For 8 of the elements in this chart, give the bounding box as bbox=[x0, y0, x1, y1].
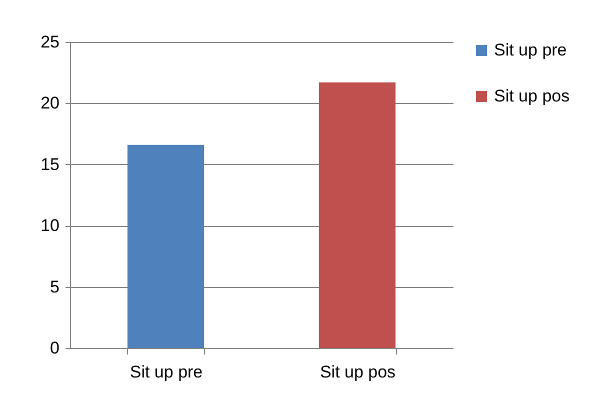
y-tick-label: 15 bbox=[40, 154, 60, 174]
y-tick-label: 5 bbox=[50, 277, 60, 296]
y-tick-label: 0 bbox=[50, 338, 60, 358]
y-tick-label: 10 bbox=[40, 216, 60, 236]
y-tick-label: 20 bbox=[40, 94, 60, 113]
legend-label: Sit up pre bbox=[494, 40, 567, 60]
legend-label: Sit up pos bbox=[494, 86, 570, 106]
y-tick-label: 25 bbox=[40, 32, 60, 52]
